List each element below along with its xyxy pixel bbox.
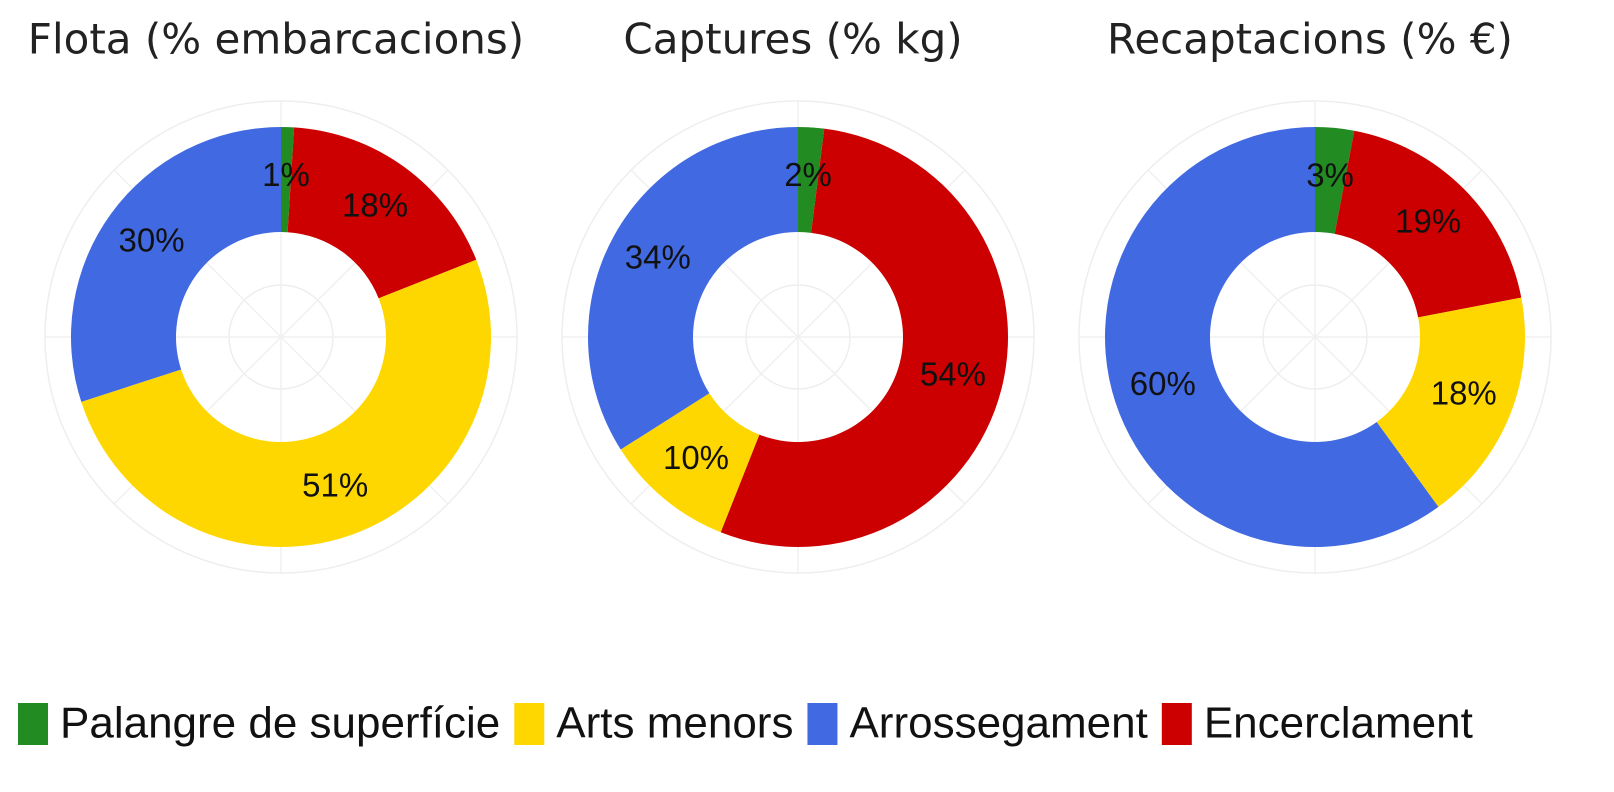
donut-slice: [720, 128, 1008, 548]
chart-title: Flota (% embarcacions): [28, 15, 524, 64]
donut-slice: [1315, 127, 1355, 234]
legend-swatch: [1161, 703, 1192, 745]
legend-swatch: [18, 703, 48, 745]
legend-swatch: [514, 703, 545, 745]
donut-slice: [281, 127, 295, 233]
donut-slice: [81, 259, 491, 547]
donut-slice: [1376, 297, 1525, 507]
data-label: 18%: [342, 186, 408, 223]
legend-swatch: [807, 703, 838, 745]
data-label: 3%: [1306, 156, 1354, 193]
donut-slice: [1105, 126, 1439, 547]
data-label: 54%: [920, 356, 986, 393]
data-label: 30%: [119, 222, 185, 259]
legend-label: Arrossegament: [849, 699, 1147, 748]
data-label: 2%: [784, 156, 832, 193]
data-label: 18%: [1431, 375, 1497, 412]
data-label: 10%: [663, 439, 729, 476]
donut-slice: [70, 127, 282, 402]
chart-title: Captures (% kg): [623, 15, 962, 64]
data-label: 1%: [262, 156, 310, 193]
donut-slice: [620, 393, 760, 533]
donut-slice: [1334, 130, 1522, 318]
data-label: 19%: [1395, 203, 1461, 240]
legend-label: Encerclament: [1204, 699, 1473, 748]
data-label: 34%: [625, 239, 691, 276]
data-label: 60%: [1130, 365, 1196, 402]
legend-label: Arts menors: [556, 699, 793, 748]
chart-title: Recaptacions (% €): [1107, 15, 1513, 64]
donut-slice: [588, 126, 798, 450]
donut-slice: [798, 127, 825, 233]
donut-slice: [287, 127, 477, 299]
legend-label: Palangre de superfície: [60, 699, 500, 748]
data-label: 51%: [302, 466, 368, 503]
